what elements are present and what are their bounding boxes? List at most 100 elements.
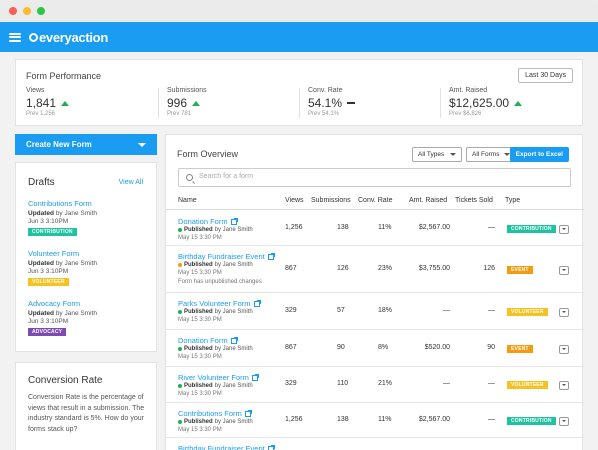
external-link-icon[interactable]	[253, 299, 261, 307]
table-row[interactable]: Contributions Form Published by Jane Smith…	[166, 403, 584, 438]
metric-divider	[299, 88, 300, 118]
table-row[interactable]: Birthday Fundraiser Event Published by Jan…	[166, 246, 584, 293]
status-label: Published	[184, 346, 213, 352]
trend-up-icon	[514, 100, 523, 106]
cell-submissions: 90	[337, 344, 345, 351]
status-author: by Jane Smith	[214, 346, 253, 352]
external-link-icon[interactable]	[267, 252, 275, 260]
publish-status: Published by Jane Smith	[178, 262, 253, 268]
chevron-down-icon	[450, 153, 456, 156]
forms-filter-select[interactable]: All Forms	[466, 147, 516, 162]
col-header-type[interactable]: Type	[505, 197, 521, 204]
type-filter-value: All Types	[418, 151, 445, 158]
date-range-button[interactable]: Last 30 Days	[518, 68, 573, 83]
metric-value: 54.1%	[308, 96, 343, 110]
draft-name-link[interactable]: Volunteer Form	[28, 249, 80, 258]
publish-date: May 15 3:30 PM	[178, 391, 222, 397]
cell-views: 1,256	[285, 416, 303, 423]
close-window-dot[interactable]	[9, 7, 17, 15]
form-name-link[interactable]: Donation Form	[178, 217, 238, 226]
form-name-link[interactable]: River Volunteer Form	[178, 373, 259, 382]
draft-author: by Jane Smith	[55, 310, 97, 317]
row-actions-dropdown[interactable]	[559, 225, 569, 234]
cell-views: 867	[285, 344, 297, 351]
form-name-link[interactable]: Birthday Fundraiser Event	[178, 444, 275, 450]
metric-value: 1,841	[26, 96, 57, 110]
external-link-icon[interactable]	[251, 373, 259, 381]
table-row[interactable]: Donation Form Published by Jane Smith May 1…	[166, 211, 584, 246]
external-link-icon[interactable]	[267, 444, 275, 450]
status-author: by Jane Smith	[214, 227, 253, 233]
form-name-link[interactable]: Contributions Form	[178, 409, 252, 418]
create-new-form-button[interactable]: Create New Form	[15, 134, 157, 155]
col-header-submissions[interactable]: Submissions	[311, 197, 351, 204]
cell-conv-rate: 23%	[378, 265, 393, 272]
drafts-panel: Drafts View All Contributions Form Updat…	[15, 162, 157, 352]
form-name-link[interactable]: Birthday Fundraiser Event	[178, 252, 275, 261]
metric-submissions: Submissions 996 Prev 781	[167, 87, 307, 119]
publish-status: Published by Jane Smith	[178, 419, 253, 425]
draft-updated-label: Updated	[28, 210, 54, 217]
col-header-amt-raised[interactable]: Amt. Raised	[409, 197, 448, 204]
form-performance-panel: Form Performance Last 30 Days Views 1,84…	[15, 59, 583, 126]
draft-date: Jun 3 3:10PM	[28, 268, 69, 275]
cell-submissions: 138	[337, 224, 349, 231]
form-name-link[interactable]: Donation Form	[178, 336, 238, 345]
type-badge: EVENT	[507, 266, 533, 274]
row-actions-dropdown[interactable]	[559, 417, 569, 426]
draft-name-link[interactable]: Contributions Form	[28, 199, 92, 208]
table-row[interactable]: River Volunteer Form Published by Jane Smi…	[166, 367, 584, 403]
search-placeholder: Search for a form	[199, 173, 254, 180]
hamburger-icon[interactable]	[9, 32, 21, 42]
cell-tickets-sold: 126	[483, 265, 495, 272]
publish-status: Published by Jane Smith	[178, 383, 253, 389]
row-actions-dropdown[interactable]	[559, 308, 569, 317]
metric-label: Conv. Rate	[308, 87, 343, 94]
form-search-input[interactable]: Search for a form	[178, 168, 571, 187]
table-row[interactable]: Parks Volunteer Form Published by Jane Smi…	[166, 293, 584, 330]
row-actions-dropdown[interactable]	[559, 381, 569, 390]
form-name: Birthday Fundraiser Event	[178, 444, 265, 450]
draft-name-link[interactable]: Advocacy Form	[28, 299, 81, 308]
metric-conv-rate: Conv. Rate 54.1% Prev 54.1%	[308, 87, 448, 119]
window-chrome	[0, 0, 598, 22]
col-header-tickets-sold[interactable]: Tickets Sold	[455, 197, 493, 204]
row-actions-dropdown[interactable]	[559, 266, 569, 275]
publish-status: Published by Jane Smith	[178, 346, 253, 352]
metric-prev: Prev 1,256	[26, 111, 56, 117]
col-header-views[interactable]: Views	[285, 197, 304, 204]
status-label: Published	[184, 309, 213, 315]
publish-status: Published by Jane Smith	[178, 227, 253, 233]
table-row[interactable]: Birthday Fundraiser Event	[166, 438, 584, 450]
external-link-icon[interactable]	[230, 217, 238, 225]
minimize-window-dot[interactable]	[23, 7, 31, 15]
publish-date: May 15 3:30 PM	[178, 317, 222, 323]
draft-item: Volunteer Form Updated by Jane Smith Jun…	[28, 249, 148, 286]
app-logo[interactable]: everyaction	[29, 30, 108, 45]
draft-item: Advocacy Form Updated by Jane Smith Jun …	[28, 299, 148, 336]
cell-views: 329	[285, 380, 297, 387]
metric-value: 996	[167, 96, 188, 110]
draft-date: Jun 3 3:10PM	[28, 218, 69, 225]
draft-date: Jun 3 3:10PM	[28, 318, 69, 325]
external-link-icon[interactable]	[230, 336, 238, 344]
col-header-name[interactable]: Name	[178, 197, 197, 204]
status-dot-icon	[178, 420, 182, 424]
form-name-link[interactable]: Parks Volunteer Form	[178, 299, 261, 308]
row-actions-dropdown[interactable]	[559, 345, 569, 354]
export-excel-button[interactable]: Export to Excel	[509, 147, 569, 162]
publish-date: May 15 3:30 PM	[178, 427, 222, 433]
conversion-rate-panel: Conversion Rate Conversion Rate is the p…	[15, 362, 157, 450]
status-label: Published	[184, 383, 213, 389]
col-header-conv-rate[interactable]: Conv. Rate	[358, 197, 393, 204]
status-dot-icon	[178, 384, 182, 388]
cell-submissions: 126	[337, 265, 349, 272]
type-filter-select[interactable]: All Types	[412, 147, 462, 162]
trend-up-icon	[61, 100, 70, 106]
maximize-window-dot[interactable]	[37, 7, 45, 15]
view-all-link[interactable]: View All	[118, 179, 143, 186]
status-author: by Jane Smith	[214, 262, 253, 268]
table-row[interactable]: Donation Form Published by Jane Smith May 1…	[166, 330, 584, 367]
external-link-icon[interactable]	[244, 409, 252, 417]
cell-tickets-sold: —	[488, 307, 495, 314]
